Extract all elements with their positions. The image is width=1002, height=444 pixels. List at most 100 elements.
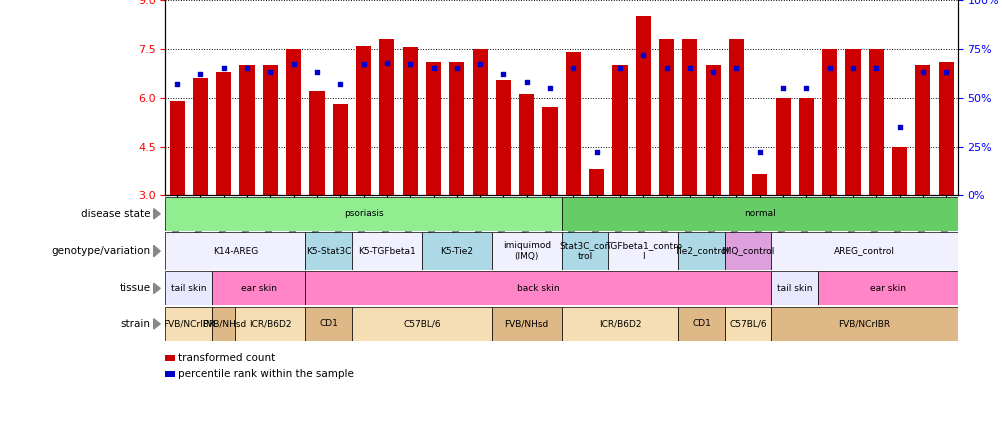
Bar (915, 65, 930, 195)
Text: K5-Stat3C: K5-Stat3C (306, 246, 351, 256)
Text: tissue: tissue (119, 283, 150, 293)
Bar (211, 271, 305, 305)
Text: C57BL/6: C57BL/6 (403, 319, 440, 329)
Text: transformed count: transformed count (178, 353, 275, 363)
Point (356, 61, 372, 68)
Point (775, 84, 791, 91)
Text: CD1: CD1 (319, 319, 338, 329)
Bar (495, 80, 510, 195)
Polygon shape (153, 246, 160, 257)
Bar (239, 65, 255, 195)
Bar (752, 174, 767, 195)
Bar (165, 197, 561, 231)
Point (215, 65, 231, 72)
Point (914, 69, 930, 76)
Bar (519, 95, 534, 195)
Bar (565, 52, 580, 195)
Point (192, 71, 208, 78)
Text: TGFbeta1_contro
l: TGFbeta1_contro l (604, 242, 681, 261)
Text: ear skin: ear skin (869, 284, 905, 293)
Bar (352, 232, 422, 270)
Text: strain: strain (120, 319, 150, 329)
Point (425, 65, 441, 72)
Bar (681, 39, 696, 195)
Bar (798, 98, 814, 195)
Bar (845, 49, 860, 195)
Text: Stat3C_con
trol: Stat3C_con trol (559, 242, 610, 261)
Bar (868, 49, 883, 195)
Bar (422, 232, 491, 270)
Point (169, 80, 185, 87)
Bar (169, 101, 184, 195)
Bar (771, 307, 957, 341)
Point (286, 61, 302, 68)
Text: ICR/B6D2: ICR/B6D2 (248, 319, 292, 329)
Point (263, 69, 279, 76)
Bar (771, 232, 957, 270)
Bar (165, 355, 174, 361)
Polygon shape (153, 319, 160, 329)
Bar (677, 232, 724, 270)
Point (495, 71, 511, 78)
Bar (263, 65, 278, 195)
Bar (728, 39, 743, 195)
Bar (818, 271, 957, 305)
Polygon shape (153, 283, 160, 293)
Text: K5-TGFbeta1: K5-TGFbeta1 (358, 246, 416, 256)
Bar (305, 271, 771, 305)
Text: FVB/NHsd: FVB/NHsd (504, 319, 548, 329)
Text: back skin: back skin (517, 284, 559, 293)
Bar (305, 307, 352, 341)
Text: FVB/NCrIBR: FVB/NCrIBR (838, 319, 890, 329)
Text: tail skin: tail skin (777, 284, 812, 293)
Point (844, 65, 860, 72)
Point (402, 61, 418, 68)
Bar (165, 307, 211, 341)
Point (472, 61, 488, 68)
Point (727, 65, 743, 72)
Text: AREG_control: AREG_control (834, 246, 894, 256)
Polygon shape (153, 209, 160, 219)
Text: tail skin: tail skin (171, 284, 206, 293)
Text: genotype/variation: genotype/variation (51, 246, 150, 256)
Point (448, 65, 464, 72)
Text: disease state: disease state (81, 209, 150, 219)
Bar (305, 232, 352, 270)
Bar (677, 307, 724, 341)
Bar (449, 62, 464, 195)
Text: FVB/NCrIBR: FVB/NCrIBR (162, 319, 214, 329)
Bar (588, 169, 603, 195)
Bar (491, 307, 561, 341)
Text: psoriasis: psoriasis (344, 209, 383, 218)
Text: K5-Tie2: K5-Tie2 (440, 246, 473, 256)
Point (658, 65, 674, 72)
Point (565, 65, 581, 72)
Point (588, 149, 604, 156)
Text: IMQ_control: IMQ_control (720, 246, 774, 256)
Bar (771, 271, 818, 305)
Bar (356, 46, 371, 195)
Point (821, 65, 837, 72)
Bar (192, 78, 207, 195)
Bar (211, 307, 235, 341)
Point (634, 51, 650, 58)
Bar (891, 147, 906, 195)
Point (704, 69, 720, 76)
Bar (216, 71, 231, 195)
Point (891, 123, 907, 131)
Point (309, 69, 325, 76)
Point (681, 65, 697, 72)
Point (238, 65, 255, 72)
Point (541, 84, 557, 91)
Point (611, 65, 627, 72)
Text: percentile rank within the sample: percentile rank within the sample (178, 369, 354, 379)
Bar (822, 49, 837, 195)
Point (752, 149, 768, 156)
Bar (472, 49, 487, 195)
Text: CD1: CD1 (691, 319, 710, 329)
Bar (561, 307, 677, 341)
Text: ear skin: ear skin (240, 284, 277, 293)
Bar (612, 65, 627, 195)
Bar (426, 62, 441, 195)
Bar (658, 39, 673, 195)
